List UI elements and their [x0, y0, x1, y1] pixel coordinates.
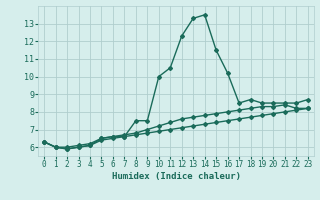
X-axis label: Humidex (Indice chaleur): Humidex (Indice chaleur) — [111, 172, 241, 181]
